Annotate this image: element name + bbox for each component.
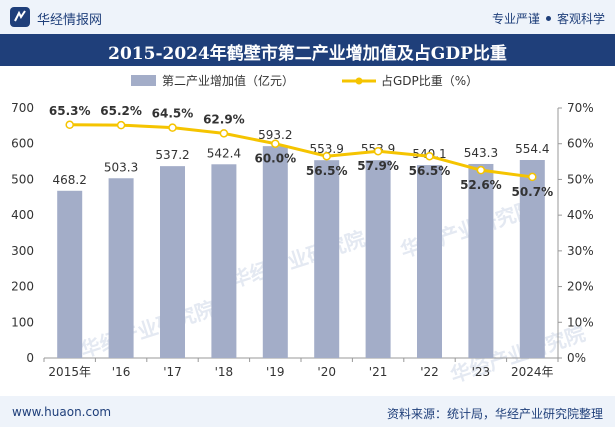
line-value-label: 52.6% <box>460 178 502 192</box>
line-value-label: 64.5% <box>152 107 194 121</box>
bar <box>262 146 288 358</box>
bar <box>365 160 391 358</box>
bar-value-label: 537.2 <box>155 148 189 162</box>
top-bar: 华经情报网 专业严谨 客观科学 <box>0 0 615 34</box>
x-tick-label: '21 <box>369 365 388 379</box>
line-value-label: 56.5% <box>306 164 348 178</box>
bar <box>314 160 340 358</box>
bar <box>211 164 237 358</box>
bar-value-label: 468.2 <box>53 173 87 187</box>
x-tick-label: '23 <box>472 365 491 379</box>
line-value-label: 62.9% <box>203 112 245 126</box>
y-left-tick-label: 0 <box>26 351 34 365</box>
x-tick-label: '17 <box>163 365 182 379</box>
footer: www.huaon.com 资料来源：统计局，华经产业研究院整理 <box>0 396 615 427</box>
bar <box>108 178 134 358</box>
y-left-tick-label: 100 <box>11 315 34 329</box>
line-marker <box>425 151 434 161</box>
x-tick-label: '19 <box>266 365 285 379</box>
y-right-tick-label: 30% <box>567 244 594 258</box>
y-right-tick-label: 20% <box>567 280 594 294</box>
bar <box>57 190 83 358</box>
y-left-tick-label: 500 <box>11 172 34 186</box>
footer-url[interactable]: www.huaon.com <box>12 405 112 419</box>
x-tick-label: 2015年 <box>48 365 91 379</box>
line-value-label: 60.0% <box>254 152 296 166</box>
line-marker <box>219 129 229 138</box>
line-marker <box>528 172 537 182</box>
bar <box>160 166 185 358</box>
bar-value-label: 554.4 <box>515 142 549 156</box>
x-tick-label: '20 <box>317 365 336 379</box>
line-marker <box>322 151 331 161</box>
slogan-left: 专业严谨 <box>491 12 540 26</box>
legend-line-label: 占GDP比重（%） <box>381 73 478 88</box>
line-value-label: 65.2% <box>100 104 142 118</box>
x-tick-label: 2024年 <box>511 365 554 379</box>
line-value-label: 56.5% <box>409 164 451 178</box>
y-right-tick-label: 0% <box>567 351 586 365</box>
x-tick-label: '16 <box>112 365 131 379</box>
line-value-label: 65.3% <box>49 104 91 118</box>
slogan-right: 客观科学 <box>556 12 605 26</box>
y-left-tick-label: 400 <box>11 208 34 222</box>
watermark-text: 华经产业研究院 <box>228 226 369 292</box>
line-marker <box>476 165 486 175</box>
brand-name: 华经情报网 <box>37 13 103 28</box>
y-right-tick-label: 50% <box>567 172 594 186</box>
legend-bar-label: 第二产业增加值（亿元） <box>162 73 294 88</box>
bar-value-label: 542.4 <box>207 146 241 160</box>
line-marker <box>373 146 383 156</box>
y-left-tick-label: 300 <box>11 244 34 258</box>
chart-title: 2015-2024年鹤壁市第二产业增加值及占GDP比重 <box>108 44 507 64</box>
y-right-tick-label: 60% <box>567 137 594 151</box>
line-marker <box>168 123 177 132</box>
y-right-tick-label: 40% <box>567 208 594 222</box>
y-right-tick-label: 70% <box>567 101 594 115</box>
line-value-label: 50.7% <box>511 185 553 199</box>
line-marker <box>271 139 280 148</box>
legend-bar-swatch <box>131 75 156 86</box>
bar <box>519 160 545 358</box>
slogan: 专业严谨 客观科学 <box>492 10 605 27</box>
bar <box>468 163 494 358</box>
slogan-dot-icon <box>545 16 551 21</box>
y-left-tick-label: 700 <box>11 101 34 115</box>
x-tick-label: '18 <box>215 365 234 379</box>
y-left-tick-label: 200 <box>11 280 34 294</box>
bar-value-label: 543.3 <box>464 146 498 160</box>
bar <box>417 165 442 358</box>
bar-value-label: 593.2 <box>258 128 292 142</box>
legend-line-marker <box>355 77 363 85</box>
line-value-label: 57.9% <box>357 159 399 173</box>
line-marker <box>116 120 126 130</box>
title-bar <box>0 34 615 66</box>
line-marker <box>65 120 74 130</box>
data-source: 资料来源：统计局，华经产业研究院整理 <box>386 407 603 421</box>
bar-value-label: 503.3 <box>104 160 138 174</box>
watermark-text: 华经产业研究院 <box>78 296 219 362</box>
y-right-tick-label: 10% <box>567 315 594 329</box>
x-tick-label: '22 <box>420 365 439 379</box>
y-left-tick-label: 600 <box>11 137 34 151</box>
huajing-logo-icon <box>10 7 30 27</box>
share-line <box>69 123 533 179</box>
